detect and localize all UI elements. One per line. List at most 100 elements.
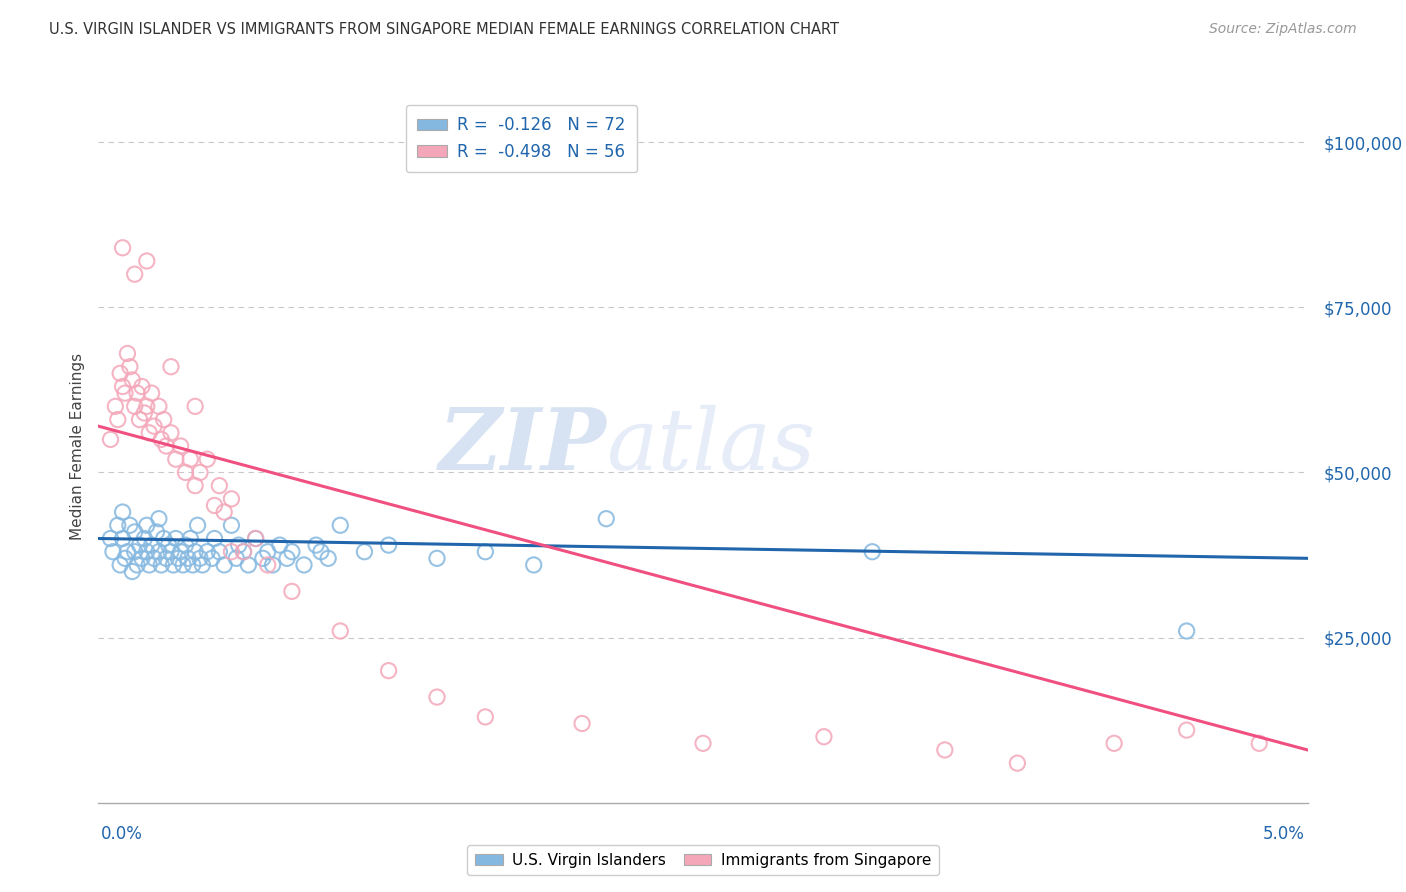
Point [262, 558, 284, 572]
Point [135, 545, 157, 559]
Point [329, 518, 352, 533]
Point [148, 400, 170, 414]
Point [141, 386, 163, 401]
Legend: U.S. Virgin Islanders, Immigrants from Singapore: U.S. Virgin Islanders, Immigrants from S… [467, 845, 939, 875]
Point [221, 545, 243, 559]
Point [281, 545, 304, 559]
Point [128, 412, 150, 426]
Point [111, 241, 134, 255]
Point [212, 505, 235, 519]
Point [118, 359, 141, 374]
Point [117, 346, 139, 360]
Point [127, 558, 149, 572]
Text: U.S. VIRGIN ISLANDER VS IMMIGRANTS FROM SINGAPORE MEDIAN FEMALE EARNINGS CORRELA: U.S. VIRGIN ISLANDER VS IMMIGRANTS FROM … [49, 22, 839, 37]
Point [353, 545, 375, 559]
Point [187, 518, 209, 533]
Point [245, 532, 267, 546]
Point [124, 524, 146, 539]
Point [179, 532, 201, 546]
Point [184, 545, 207, 559]
Point [377, 538, 399, 552]
Point [118, 518, 141, 533]
Point [474, 545, 496, 559]
Point [152, 532, 174, 546]
Point [208, 478, 231, 492]
Point [232, 545, 254, 559]
Point [238, 558, 260, 572]
Point [131, 379, 153, 393]
Point [124, 267, 146, 281]
Point [188, 551, 211, 566]
Point [165, 532, 187, 546]
Point [232, 545, 254, 559]
Point [150, 433, 173, 447]
Point [256, 558, 278, 572]
Point [111, 505, 134, 519]
Point [184, 478, 207, 492]
Point [523, 558, 546, 572]
Point [138, 558, 160, 572]
Point [107, 412, 129, 426]
Point [100, 532, 122, 546]
Point [174, 466, 197, 480]
Point [117, 545, 139, 559]
Point [184, 400, 207, 414]
Point [1249, 736, 1271, 750]
Point [160, 425, 183, 440]
Point [692, 736, 714, 750]
Point [155, 551, 177, 566]
Point [276, 551, 298, 566]
Point [114, 386, 136, 401]
Point [191, 558, 214, 572]
Point [305, 538, 328, 552]
Point [111, 379, 134, 393]
Point [100, 433, 122, 447]
Point [143, 551, 166, 566]
Point [160, 545, 183, 559]
Point [135, 400, 157, 414]
Point [172, 558, 194, 572]
Point [165, 452, 187, 467]
Point [121, 565, 143, 579]
Point [169, 439, 191, 453]
Point [426, 551, 449, 566]
Point [309, 545, 332, 559]
Point [131, 551, 153, 566]
Point [107, 518, 129, 533]
Point [169, 545, 191, 559]
Point [228, 538, 250, 552]
Point [245, 532, 267, 546]
Point [208, 545, 231, 559]
Point [135, 518, 157, 533]
Point [934, 743, 956, 757]
Point [148, 511, 170, 525]
Point [138, 425, 160, 440]
Point [124, 545, 146, 559]
Point [160, 359, 183, 374]
Y-axis label: Median Female Earnings: Median Female Earnings [69, 352, 84, 540]
Point [128, 538, 150, 552]
Point [148, 545, 170, 559]
Text: atlas: atlas [606, 405, 815, 487]
Point [124, 400, 146, 414]
Point [179, 452, 201, 467]
Point [252, 551, 274, 566]
Point [813, 730, 835, 744]
Point [329, 624, 352, 638]
Point [212, 558, 235, 572]
Point [221, 491, 243, 506]
Point [181, 558, 204, 572]
Point [571, 716, 593, 731]
Point [281, 584, 304, 599]
Point [157, 538, 180, 552]
Point [269, 538, 291, 552]
Point [225, 551, 247, 566]
Point [141, 538, 163, 552]
Text: 0.0%: 0.0% [101, 825, 143, 843]
Point [177, 551, 200, 566]
Point [114, 551, 136, 566]
Point [174, 538, 197, 552]
Point [143, 419, 166, 434]
Point [111, 532, 134, 546]
Point [292, 558, 315, 572]
